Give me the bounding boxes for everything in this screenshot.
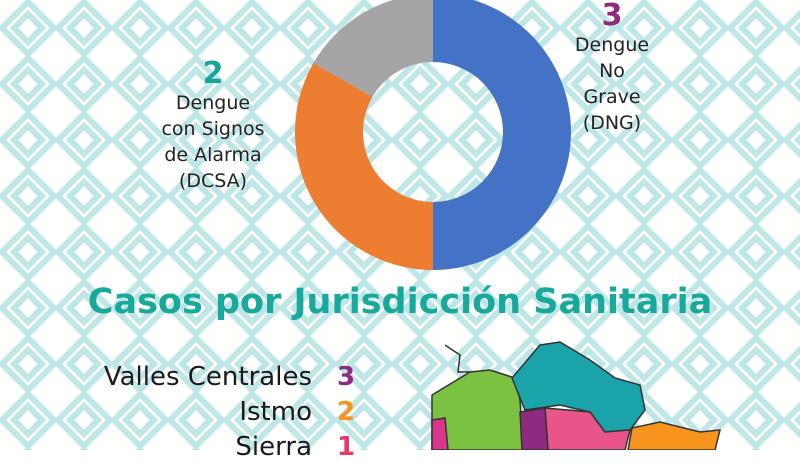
jurisdiction-name: Istmo bbox=[239, 397, 312, 427]
jurisdiction-name: Valles Centrales bbox=[103, 362, 312, 392]
category-label: Dengue No Grave (DNG) bbox=[574, 34, 650, 134]
segment-label: 2 Dengue con Signos de Alarma (DCSA) bbox=[160, 58, 266, 194]
donut-chart bbox=[295, 0, 571, 270]
canvas bbox=[0, 0, 800, 450]
jurisdiction-name: Sierra bbox=[235, 432, 312, 462]
donut-segment bbox=[433, 0, 571, 270]
value-label: 3 bbox=[601, 0, 623, 33]
section-title: Casos por Jurisdicción Sanitaria bbox=[87, 282, 713, 322]
map bbox=[431, 341, 721, 450]
jurisdiction-value: 2 bbox=[337, 397, 356, 427]
jurisdiction-value: 1 bbox=[337, 432, 356, 462]
category-label: Dengue con Signos de Alarma (DCSA) bbox=[161, 92, 265, 192]
jurisdiction-value: 3 bbox=[337, 362, 356, 392]
donut-segment bbox=[295, 63, 433, 270]
segment-label: 3 Dengue No Grave (DNG) bbox=[562, 0, 662, 136]
donut-segment bbox=[313, 0, 433, 97]
value-label: 2 bbox=[202, 56, 224, 91]
